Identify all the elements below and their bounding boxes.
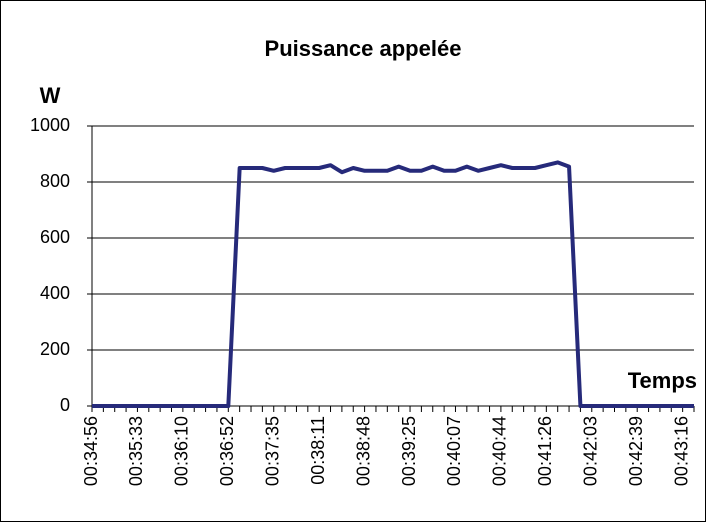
y-tick-label: 800: [40, 171, 70, 191]
x-tick-label: 00:38:11: [308, 416, 328, 485]
x-tick-label: 00:41:26: [535, 416, 555, 486]
x-tick-label: 00:37:35: [262, 416, 282, 486]
x-tick-label: 00:40:07: [444, 416, 464, 486]
y-tick-label: 200: [40, 339, 70, 359]
y-tick-label: 600: [40, 227, 70, 247]
x-tick-label: 00:42:39: [626, 416, 646, 486]
x-tick-label: 00:36:52: [217, 416, 237, 486]
x-tick-label: 00:34:56: [81, 416, 101, 486]
x-tick-label: 00:39:25: [399, 416, 419, 486]
x-tick-label: 00:36:10: [172, 416, 192, 486]
y-tick-label: 400: [40, 283, 70, 303]
chart-title: Puissance appelée: [265, 36, 462, 61]
y-tick-label: 0: [60, 395, 70, 415]
x-tick-label: 00:35:33: [126, 416, 146, 486]
x-tick-label: 00:38:48: [353, 416, 373, 486]
x-tick-label: 00:43:16: [671, 416, 691, 486]
x-tick-label: 00:40:44: [490, 416, 510, 486]
y-axis-label: W: [40, 83, 61, 108]
x-axis-label: Temps: [628, 368, 697, 393]
line: [92, 160, 694, 408]
y-tick-label: 1000: [30, 115, 70, 135]
x-tick-label: 00:42:03: [581, 416, 601, 486]
